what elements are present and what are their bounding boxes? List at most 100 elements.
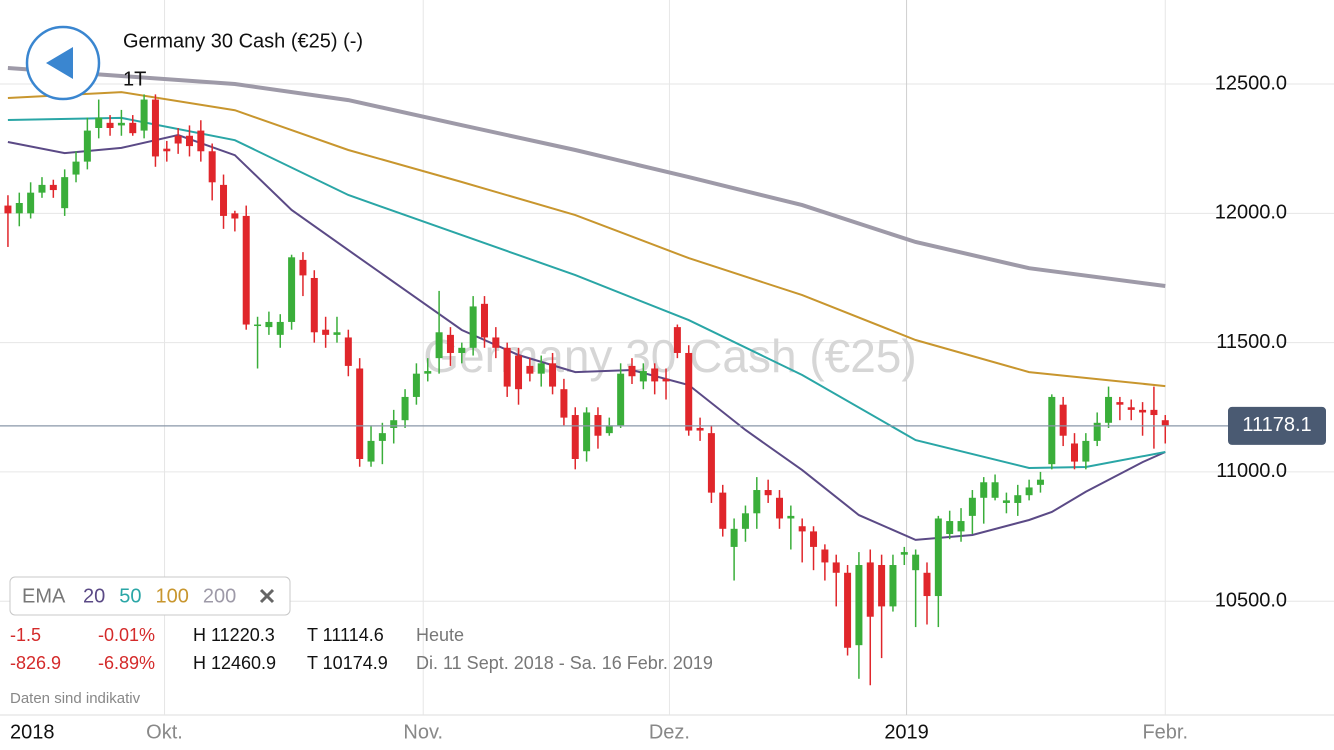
candle-body (276, 321, 284, 335)
candle-body (1059, 404, 1067, 436)
candle-body (673, 327, 681, 353)
candle-body (220, 184, 228, 216)
ema-line (7, 91, 1166, 388)
stat-value: Di. 11 Sept. 2018 - Sa. 16 Febr. 2019 (416, 653, 713, 673)
candle-body (83, 130, 91, 162)
candle-body (866, 562, 874, 617)
candle-body (378, 433, 386, 441)
candle-body (696, 427, 704, 431)
candle-body (254, 324, 262, 327)
ema-line (7, 116, 1166, 470)
ema-legend-entry: 200 (203, 585, 236, 607)
candle-body (571, 415, 579, 459)
back-icon (46, 47, 73, 79)
candle-body (265, 321, 273, 328)
candle-body (934, 518, 942, 597)
candle-body (151, 99, 159, 157)
candle-body (605, 425, 613, 434)
stat-value: -6.89% (98, 653, 155, 673)
candle-body (912, 554, 920, 571)
candle-body (946, 521, 954, 534)
candle-body (1161, 420, 1169, 426)
candle-body (299, 259, 307, 276)
candle-body (1082, 440, 1090, 462)
candle-body (810, 531, 818, 547)
candle-body (583, 412, 591, 452)
candle-body (231, 213, 239, 219)
candle-body (968, 497, 976, 516)
x-tick-label: Nov. (403, 721, 443, 743)
stat-value: -1.5 (10, 625, 41, 645)
candle-body (537, 363, 545, 374)
candle-body (72, 161, 80, 175)
candle-body (1070, 443, 1078, 462)
candle-body (288, 257, 296, 322)
candle-body (117, 122, 125, 126)
candle-body (390, 420, 398, 428)
candle-body (730, 528, 738, 547)
candle-body (980, 482, 988, 498)
candle-body (662, 378, 670, 382)
stat-value: H 11220.3 (193, 625, 275, 645)
candle-body (844, 572, 852, 648)
stat-value: T 10174.9 (307, 653, 388, 673)
candle-body (1036, 479, 1044, 485)
candle-body (798, 526, 806, 532)
candle-body (208, 151, 216, 183)
candle-body (685, 352, 693, 431)
candle-body (923, 572, 931, 597)
y-tick-label: 12500.0 (1215, 72, 1287, 94)
ema-legend-entry: 50 (119, 585, 141, 607)
candle-body (27, 192, 35, 214)
x-tick-label: Febr. (1142, 721, 1188, 743)
candle-body (61, 177, 69, 209)
candle-body (129, 122, 137, 134)
candle-body (753, 490, 761, 514)
candle-body (356, 368, 364, 459)
candle-body (651, 368, 659, 382)
candle-body (628, 365, 636, 377)
x-tick-label: Okt. (146, 721, 183, 743)
candle-body (1116, 402, 1124, 405)
interval-label: 1T (123, 68, 146, 90)
candle-body (163, 148, 171, 152)
candle-body (787, 515, 795, 519)
candle-body (855, 565, 863, 646)
y-tick-label: 11000.0 (1216, 460, 1287, 482)
candle-body (764, 490, 772, 496)
candle-body (1139, 409, 1147, 413)
candle-body (1127, 407, 1135, 410)
candle-body (741, 513, 749, 529)
candle-body (821, 549, 829, 563)
legend-close[interactable] (259, 588, 275, 604)
candle-body (412, 373, 420, 397)
candle-body (719, 492, 727, 529)
candle-body (1105, 396, 1113, 423)
x-tick-label: 2019 (884, 721, 929, 743)
candle-body (617, 373, 625, 426)
ema-legend-entry: 20 (83, 585, 105, 607)
candle-body (515, 355, 523, 390)
y-tick-label: 11500.0 (1216, 331, 1287, 353)
candle-body (344, 337, 352, 366)
candle-body (424, 371, 432, 374)
instrument-title: Germany 30 Cash (€25) (-) (123, 30, 363, 52)
candle-body (95, 117, 103, 129)
stat-value: -0.01% (98, 625, 155, 645)
ema-line (7, 66, 1166, 288)
candle-body (1025, 487, 1033, 496)
y-tick-label: 10500.0 (1215, 590, 1287, 612)
candle-body (878, 565, 886, 607)
y-tick-label: 12000.0 (1215, 202, 1287, 224)
candle-body (1093, 422, 1101, 441)
ema-legend-entry: 100 (156, 585, 189, 607)
candle-body (900, 552, 908, 555)
stat-value: -826.9 (10, 653, 61, 673)
x-start-label: 2018 (10, 721, 55, 743)
candle-body (49, 184, 57, 191)
candle-body (197, 130, 205, 152)
candle-body (322, 329, 330, 335)
candle-body (560, 389, 568, 418)
candle-body (435, 332, 443, 359)
